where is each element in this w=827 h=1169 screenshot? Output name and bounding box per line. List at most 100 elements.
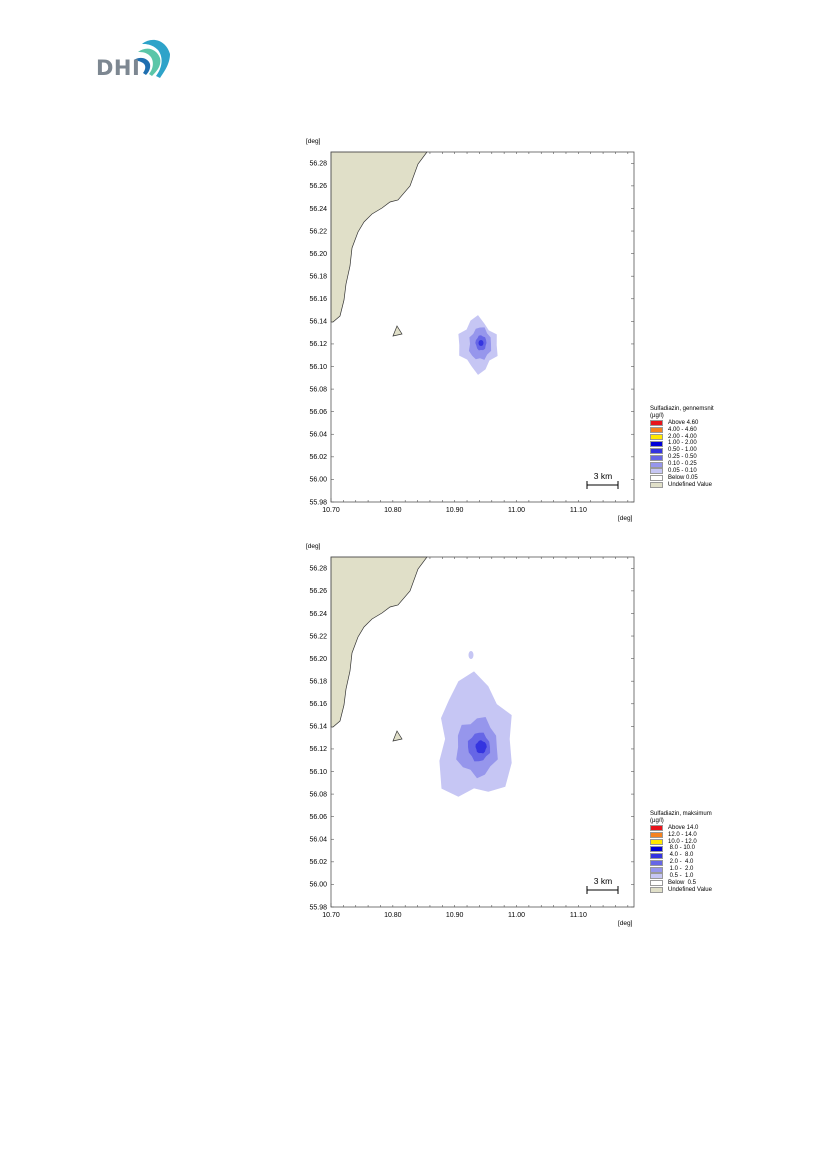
legend-label: 10.0 - 12.0 bbox=[668, 838, 697, 845]
legend-item: Above 14.0 bbox=[650, 825, 770, 832]
legend-unit: (µg/l) bbox=[650, 412, 664, 419]
lat-tick-label: 56.04 bbox=[309, 837, 327, 844]
map-canvas: 56.28 56.26 56.24 56.22 56.20 56.18 56.16 56.14… bbox=[309, 151, 635, 514]
legend-swatch bbox=[650, 427, 663, 434]
lon-tick-label: 10.90 bbox=[446, 912, 464, 919]
axes: 56.28 56.26 56.24 56.22 56.20 56.18 56.16 56.14… bbox=[309, 152, 634, 514]
contour-level bbox=[475, 740, 487, 754]
legend-label: Below 0.5 bbox=[668, 879, 697, 886]
legend-label: 12.0 - 14.0 bbox=[668, 831, 697, 838]
lon-tick-label: 10.70 bbox=[322, 912, 340, 919]
legend-label: 0.25 - 0.50 bbox=[668, 454, 697, 461]
lat-tick-label: 56.12 bbox=[309, 746, 327, 753]
contour-level bbox=[468, 651, 474, 659]
legend-item: 4.00 - 4.60 bbox=[650, 427, 770, 434]
legend-label: Below 0.05 bbox=[668, 474, 698, 481]
legend-swatch bbox=[650, 880, 663, 887]
legend-swatch bbox=[650, 454, 663, 461]
legend-label: 0.10 - 0.25 bbox=[668, 461, 697, 468]
scale-bar-label: 3 km bbox=[594, 876, 612, 886]
legend-label: 2.0 - 4.0 bbox=[668, 859, 694, 866]
lat-tick-label: 56.00 bbox=[309, 882, 327, 889]
legend-item: Below 0.05 bbox=[650, 475, 770, 482]
map-canvas: 56.28 56.26 56.24 56.22 56.20 56.18 56.16 56.14… bbox=[309, 556, 635, 919]
legend-item: 4.0 - 8.0 bbox=[650, 852, 770, 859]
lat-tick-label: 56.06 bbox=[309, 409, 327, 416]
lat-tick-label: 56.26 bbox=[309, 183, 327, 190]
legend-swatch bbox=[650, 839, 663, 846]
legend-label: Undefined Value bbox=[668, 886, 712, 893]
legend-label: 2.00 - 4.00 bbox=[668, 433, 697, 440]
lon-tick-label: 10.80 bbox=[384, 912, 402, 919]
legend-swatch bbox=[650, 440, 663, 447]
lat-tick-label: 56.00 bbox=[309, 477, 327, 484]
legend-swatch bbox=[650, 420, 663, 427]
legend-item: 1.00 - 2.00 bbox=[650, 440, 770, 447]
lat-tick-label: 56.16 bbox=[309, 296, 327, 303]
lat-tick-label: 56.14 bbox=[309, 319, 327, 326]
legend-item: 8.0 - 10.0 bbox=[650, 845, 770, 852]
lat-tick-label: 56.10 bbox=[309, 364, 327, 371]
lat-tick-label: 56.28 bbox=[309, 566, 327, 573]
legend-title: Sulfadiazin, gennemsnit bbox=[650, 406, 714, 412]
legend-swatch bbox=[650, 482, 663, 489]
legend-swatch bbox=[650, 475, 663, 482]
legend-label: 0.50 - 1.00 bbox=[668, 447, 697, 454]
lat-tick-label: 56.22 bbox=[309, 228, 327, 235]
legend-item: Below 0.5 bbox=[650, 880, 770, 887]
lon-tick-label: 10.80 bbox=[384, 507, 402, 514]
legend-label: Undefined Value bbox=[668, 481, 712, 488]
dhi-logo-text: DHI bbox=[96, 56, 141, 80]
lat-tick-label: 56.20 bbox=[309, 656, 327, 663]
lat-tick-label: 56.18 bbox=[309, 678, 327, 685]
dhi-logo: DHI bbox=[96, 36, 172, 82]
lat-tick-label: 56.28 bbox=[309, 161, 327, 168]
legend-item: 2.00 - 4.00 bbox=[650, 434, 770, 441]
legend-item: 10.0 - 12.0 bbox=[650, 839, 770, 846]
island bbox=[392, 730, 403, 742]
dhi-wave-icon bbox=[134, 39, 170, 78]
lon-tick-label: 11.00 bbox=[508, 507, 525, 514]
legend-label: 1.00 - 2.00 bbox=[668, 440, 697, 447]
lat-tick-label: 56.14 bbox=[309, 724, 327, 731]
lat-tick-label: 56.22 bbox=[309, 633, 327, 640]
legend-swatch bbox=[650, 859, 663, 866]
coastline-land bbox=[330, 556, 428, 728]
legend-item: 0.50 - 1.00 bbox=[650, 447, 770, 454]
lat-tick-label: 56.24 bbox=[309, 206, 327, 213]
concentration-plume bbox=[458, 315, 498, 375]
lat-tick-label: 56.20 bbox=[309, 251, 327, 258]
lat-tick-label: 56.02 bbox=[309, 454, 327, 461]
lat-tick-label: 56.06 bbox=[309, 814, 327, 821]
lat-tick-label: 56.16 bbox=[309, 701, 327, 708]
legend-item: 0.10 - 0.25 bbox=[650, 461, 770, 468]
x-axis-unit-label: [deg] bbox=[618, 515, 633, 522]
legend-item: 12.0 - 14.0 bbox=[650, 832, 770, 839]
legend-item: 0.25 - 0.50 bbox=[650, 454, 770, 461]
legend-swatch bbox=[650, 866, 663, 873]
legend-label: 4.00 - 4.60 bbox=[668, 426, 697, 433]
legend-swatch bbox=[650, 461, 663, 468]
coastline-land bbox=[330, 151, 428, 323]
lat-tick-label: 56.08 bbox=[309, 386, 327, 393]
lat-tick-label: 56.18 bbox=[309, 273, 327, 280]
y-axis-unit-label: [deg] bbox=[306, 138, 321, 145]
lon-tick-label: 11.00 bbox=[508, 912, 525, 919]
map-frame bbox=[330, 151, 635, 503]
legend-label: 4.0 - 8.0 bbox=[668, 852, 694, 859]
legend-label: Above 4.60 bbox=[668, 419, 699, 426]
island bbox=[392, 325, 403, 337]
legend-label: 0.5 - 1.0 bbox=[668, 873, 694, 880]
scale-bar-label: 3 km bbox=[594, 471, 612, 481]
legend-swatch bbox=[650, 832, 663, 839]
y-axis-unit-label: [deg] bbox=[306, 543, 321, 550]
lat-tick-label: 56.02 bbox=[309, 859, 327, 866]
legend-label: 1.0 - 2.0 bbox=[668, 866, 694, 873]
legend-item: 2.0 - 4.0 bbox=[650, 859, 770, 866]
legend-item: Above 4.60 bbox=[650, 420, 770, 427]
lat-tick-label: 56.24 bbox=[309, 611, 327, 618]
legend-swatch bbox=[650, 873, 663, 880]
legend-swatch bbox=[650, 434, 663, 441]
legend-swatch bbox=[650, 825, 663, 832]
legend-item: 1.0 - 2.0 bbox=[650, 866, 770, 873]
